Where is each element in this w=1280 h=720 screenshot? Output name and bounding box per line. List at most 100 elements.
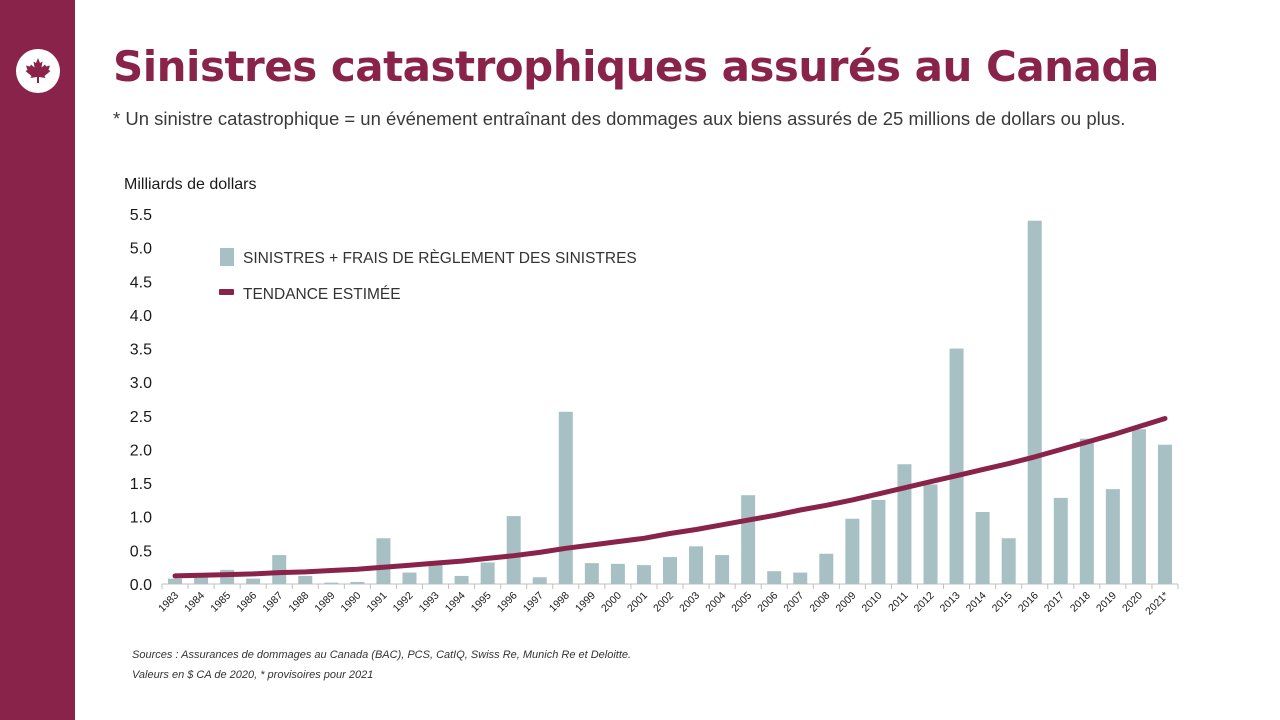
y-tick-label: 1.0	[130, 510, 152, 527]
x-tick-label: 2007	[781, 590, 806, 615]
bar-2005	[741, 495, 756, 584]
x-tick-label: 2020	[1120, 590, 1145, 615]
bar-1983	[168, 578, 183, 584]
y-axis-label: Milliards de dollars	[124, 176, 257, 193]
bar-2001	[636, 565, 651, 584]
y-tick-label: 3.0	[130, 375, 152, 392]
bar-2018	[1079, 438, 1094, 584]
x-tick-label: 2010	[860, 590, 885, 615]
x-tick-label: 2021*	[1143, 590, 1171, 618]
bar-1984	[194, 573, 209, 584]
bar-1989	[324, 582, 339, 584]
x-tick-label: 2000	[599, 590, 624, 615]
x-tick-label: 2009	[833, 590, 858, 615]
bar-2011	[897, 464, 912, 584]
x-tick-label: 1996	[495, 590, 520, 615]
bar-1988	[298, 575, 313, 584]
x-tick-label: 2003	[677, 590, 702, 615]
bar-2021*	[1157, 444, 1172, 584]
bar-2009	[845, 518, 860, 584]
y-tick-label: 4.5	[130, 274, 152, 291]
y-tick-label: 5.0	[130, 241, 152, 258]
bar-1990	[350, 581, 365, 584]
x-tick-label: 1999	[573, 590, 598, 615]
bar-1998	[558, 411, 573, 584]
values-note-line: Valeurs en $ CA de 2020, * provisoires p…	[132, 669, 374, 681]
bar-1993	[428, 563, 443, 584]
x-tick-label: 1993	[417, 590, 442, 615]
page-subtitle: * Un sinistre catastrophique = un événem…	[113, 108, 1126, 129]
x-tick-label: 2012	[912, 590, 937, 615]
x-tick-label: 2004	[703, 590, 728, 615]
bar-2007	[793, 572, 808, 584]
bar-2020	[1131, 429, 1146, 584]
x-tick-label: 1985	[208, 590, 233, 615]
bar-2012	[923, 484, 938, 584]
bar-1997	[532, 577, 547, 584]
x-tick-label: 2017	[1042, 590, 1067, 615]
x-tick-label: 2019	[1094, 590, 1119, 615]
bar-1986	[246, 578, 261, 584]
y-tick-label: 2.0	[130, 442, 152, 459]
y-tick-label: 4.0	[130, 308, 152, 325]
x-tick-label: 1983	[156, 590, 181, 615]
bar-2004	[715, 555, 730, 584]
x-tick-label: 1995	[469, 590, 494, 615]
x-tick-label: 1990	[339, 590, 364, 615]
x-tick-label: 1989	[312, 590, 337, 615]
legend-label-bars: SINISTRES + FRAIS DE RÈGLEMENT DES SINIS…	[243, 250, 637, 267]
x-tick-label: 1992	[391, 590, 416, 615]
x-tick-label: 1988	[286, 590, 311, 615]
bar-2010	[871, 499, 886, 584]
y-tick-label: 3.5	[130, 342, 152, 359]
bar-1996	[506, 516, 521, 584]
logo-badge	[16, 49, 60, 93]
x-tick-label: 1987	[260, 590, 285, 615]
bar-2014	[975, 512, 990, 584]
y-tick-label: 2.5	[130, 409, 152, 426]
x-tick-label: 2006	[755, 590, 780, 615]
bar-2002	[663, 557, 677, 584]
x-tick-label: 2018	[1068, 590, 1093, 615]
bar-2013	[949, 348, 964, 584]
bar-1992	[402, 572, 417, 584]
bar-1995	[480, 562, 495, 584]
trend-line	[172, 416, 1168, 579]
bar-1994	[454, 575, 469, 584]
page-title: Sinistres catastrophiques assurés au Can…	[113, 42, 1159, 91]
x-tick-label: 1998	[547, 590, 572, 615]
x-tick-label: 1994	[443, 590, 468, 615]
x-tick-label: 2002	[651, 590, 676, 615]
x-tick-label: 2005	[729, 590, 754, 615]
bar-2017	[1053, 497, 1068, 584]
maple-leaf-icon	[25, 58, 51, 83]
y-tick-label: 0.0	[130, 577, 152, 594]
bar-2006	[767, 571, 782, 584]
legend-swatch-trend	[219, 289, 234, 295]
bar-1987	[272, 555, 287, 584]
x-tick-label: 1986	[234, 590, 259, 615]
y-tick-label: 5.5	[130, 207, 152, 224]
x-tick-label: 1984	[182, 590, 207, 615]
sources-line: Sources : Assurances de dommages au Cana…	[132, 649, 632, 661]
bar-2003	[689, 546, 704, 584]
x-tick-label: 2014	[964, 590, 989, 615]
x-tick-label: 2015	[990, 590, 1015, 615]
y-tick-label: 0.5	[130, 543, 152, 560]
legend-label-trend: TENDANCE ESTIMÉE	[243, 286, 401, 303]
x-tick-label: 1991	[365, 590, 390, 615]
bar-2015	[1001, 538, 1016, 584]
bar-2016	[1027, 220, 1042, 584]
x-tick-label: 2001	[625, 590, 650, 615]
y-tick-label: 1.5	[130, 476, 152, 493]
bar-2019	[1105, 489, 1120, 584]
x-tick-label: 2008	[807, 590, 832, 615]
legend-swatch-bars	[220, 248, 234, 266]
sources-note: Sources : Assurances de dommages au Cana…	[132, 645, 631, 685]
x-tick-label: 2011	[886, 590, 911, 615]
bar-1999	[584, 563, 599, 584]
x-tick-label: 1997	[521, 590, 546, 615]
x-tick-label: 2016	[1016, 590, 1041, 615]
x-tick-label: 2013	[938, 590, 963, 615]
